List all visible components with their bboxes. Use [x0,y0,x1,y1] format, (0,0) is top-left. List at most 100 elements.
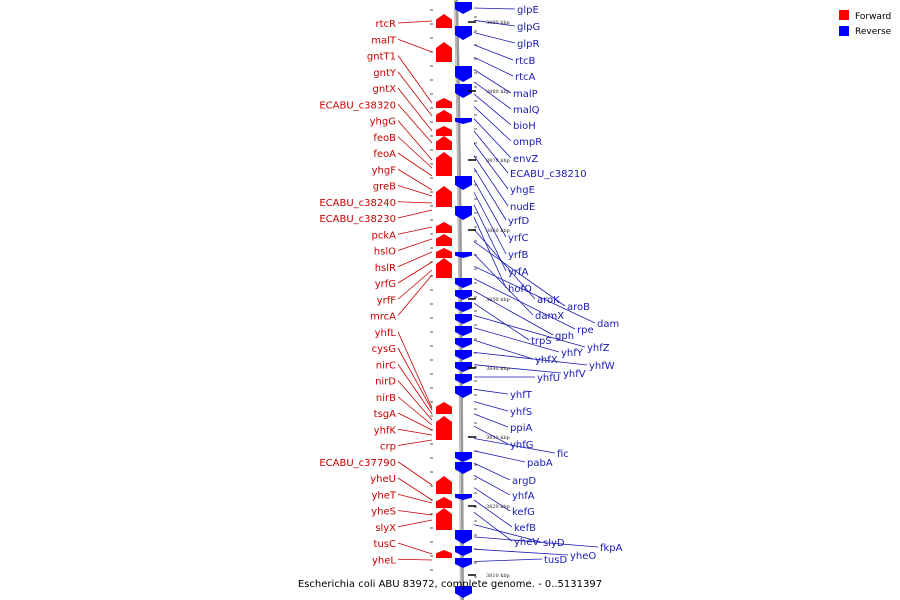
reverse-label-leader [473,155,509,207]
legend-reverse-swatch [839,26,849,36]
forward-label-leader [397,364,433,415]
forward-gene-label: greB [373,182,396,193]
reverse-label-leader [473,315,586,348]
reverse-label-leader [473,167,507,221]
forward-gene-label: gntX [373,84,397,95]
forward-gene-label: feoB [373,133,396,144]
scale-tick-label: 3870 kbp [486,158,510,164]
reverse-gene-glyph [455,252,472,258]
reverse-gene-label: trpS [531,336,552,347]
reverse-label-leader [473,487,511,512]
reverse-gene-label: nudE [510,202,535,213]
reverse-label-leader [473,352,588,366]
reverse-gene-glyph [455,176,472,190]
reverse-gene-glyph [455,66,472,82]
forward-label-leader [397,510,433,516]
scale-tick-label: 3850 kbp [486,297,510,303]
forward-gene-glyph [436,152,452,176]
forward-gene-label: hslO [374,247,396,258]
reverse-gene-label: yhfS [510,407,532,418]
forward-gene-glyph [436,508,452,530]
forward-gene-label: nirC [376,360,396,371]
reverse-gene-glyph [455,530,472,544]
reverse-gene-glyph [455,84,472,98]
forward-label-leader [397,55,433,104]
scale-tick-label: 3840 kbp [486,366,510,372]
forward-gene-label: pckA [372,230,397,241]
reverse-gene-label: ECABU_c38210 [510,169,587,180]
map-caption: Escherichia coli ABU 83972, complete gen… [298,579,602,590]
reverse-gene-label: glpG [517,22,540,33]
reverse-gene-label: fkpA [600,543,623,554]
reverse-gene-label: hofQ [508,284,532,295]
reverse-label-leader [473,56,514,77]
gene-tracks [430,0,477,600]
forward-gene-glyph [436,110,452,122]
forward-label-leader [397,347,433,411]
reverse-label-leader [473,19,516,27]
forward-gene-glyph [436,497,452,508]
reverse-gene-label: pabA [527,458,553,469]
forward-gene-label: yheU [370,474,396,485]
forward-label-leader [397,380,433,421]
forward-label-leader [397,103,433,144]
reverse-gene-glyph [455,350,472,360]
forward-gene-label: nirD [375,377,396,388]
reverse-label-leader [473,180,507,238]
reverse-gene-label: yhfV [563,369,586,380]
forward-label-leader [397,185,433,197]
reverse-label-leader [473,278,576,330]
reverse-label-leader [473,327,560,353]
reverse-label-leader [473,499,513,528]
forward-label-leader [397,477,433,501]
reverse-gene-label: yhfZ [587,343,610,354]
reverse-label-leader [473,475,511,496]
reverse-label-leader [473,536,599,548]
reverse-gene-label: glpR [517,39,539,50]
reverse-label-leader [473,143,509,190]
forward-label-leader [397,519,433,528]
forward-gene-glyph [436,476,452,494]
reverse-label-leader [473,548,569,556]
reverse-label-leader [473,81,512,110]
reverse-label-leader [473,413,509,428]
reverse-gene-label: yhfT [510,390,533,401]
scale-tick-label: 3880 kbp [486,89,510,95]
reverse-gene-glyph [455,2,472,14]
legend: Forward Reverse [839,10,892,37]
reverse-gene-glyph [455,338,472,348]
reverse-label-leader [473,44,514,61]
reverse-gene-label: dam [597,319,619,330]
reverse-gene-label: yhfX [535,355,558,366]
forward-label-leader [397,136,433,169]
forward-gene-label: tsgA [374,409,396,420]
reverse-gene-glyph [455,452,472,462]
reverse-label-leader [473,93,512,126]
forward-label-leader [397,542,433,555]
reverse-label-leader [473,339,534,360]
forward-gene-label: yhfK [374,425,397,436]
reverse-gene-glyph [455,462,472,474]
forward-label-leader [397,87,433,132]
forward-gene-label: nirB [376,393,396,404]
reverse-label-leader [473,524,542,543]
reverse-label-leader [473,69,512,94]
reverse-label-leader [473,558,543,562]
reverse-gene-label: tusD [544,555,567,566]
reverse-gene-glyph [455,206,472,220]
legend-forward-swatch [839,10,849,20]
reverse-label-leader [473,32,516,44]
forward-gene-label: hslR [375,263,396,274]
forward-gene-label: gntT1 [367,52,396,63]
reverse-label-leader [473,118,512,159]
reverse-gene-label: yrfD [508,216,530,227]
reverse-label-leader [473,401,509,412]
legend-reverse-label: Reverse [855,27,892,37]
reverse-gene-label: kefG [512,507,535,518]
reverse-gene-label: ppiA [510,423,532,434]
forward-gene-label: ECABU_c38320 [319,100,396,111]
forward-gene-label: ECABU_c38240 [319,198,396,209]
reverse-label-leader [473,229,536,300]
forward-gene-glyph [436,42,452,62]
